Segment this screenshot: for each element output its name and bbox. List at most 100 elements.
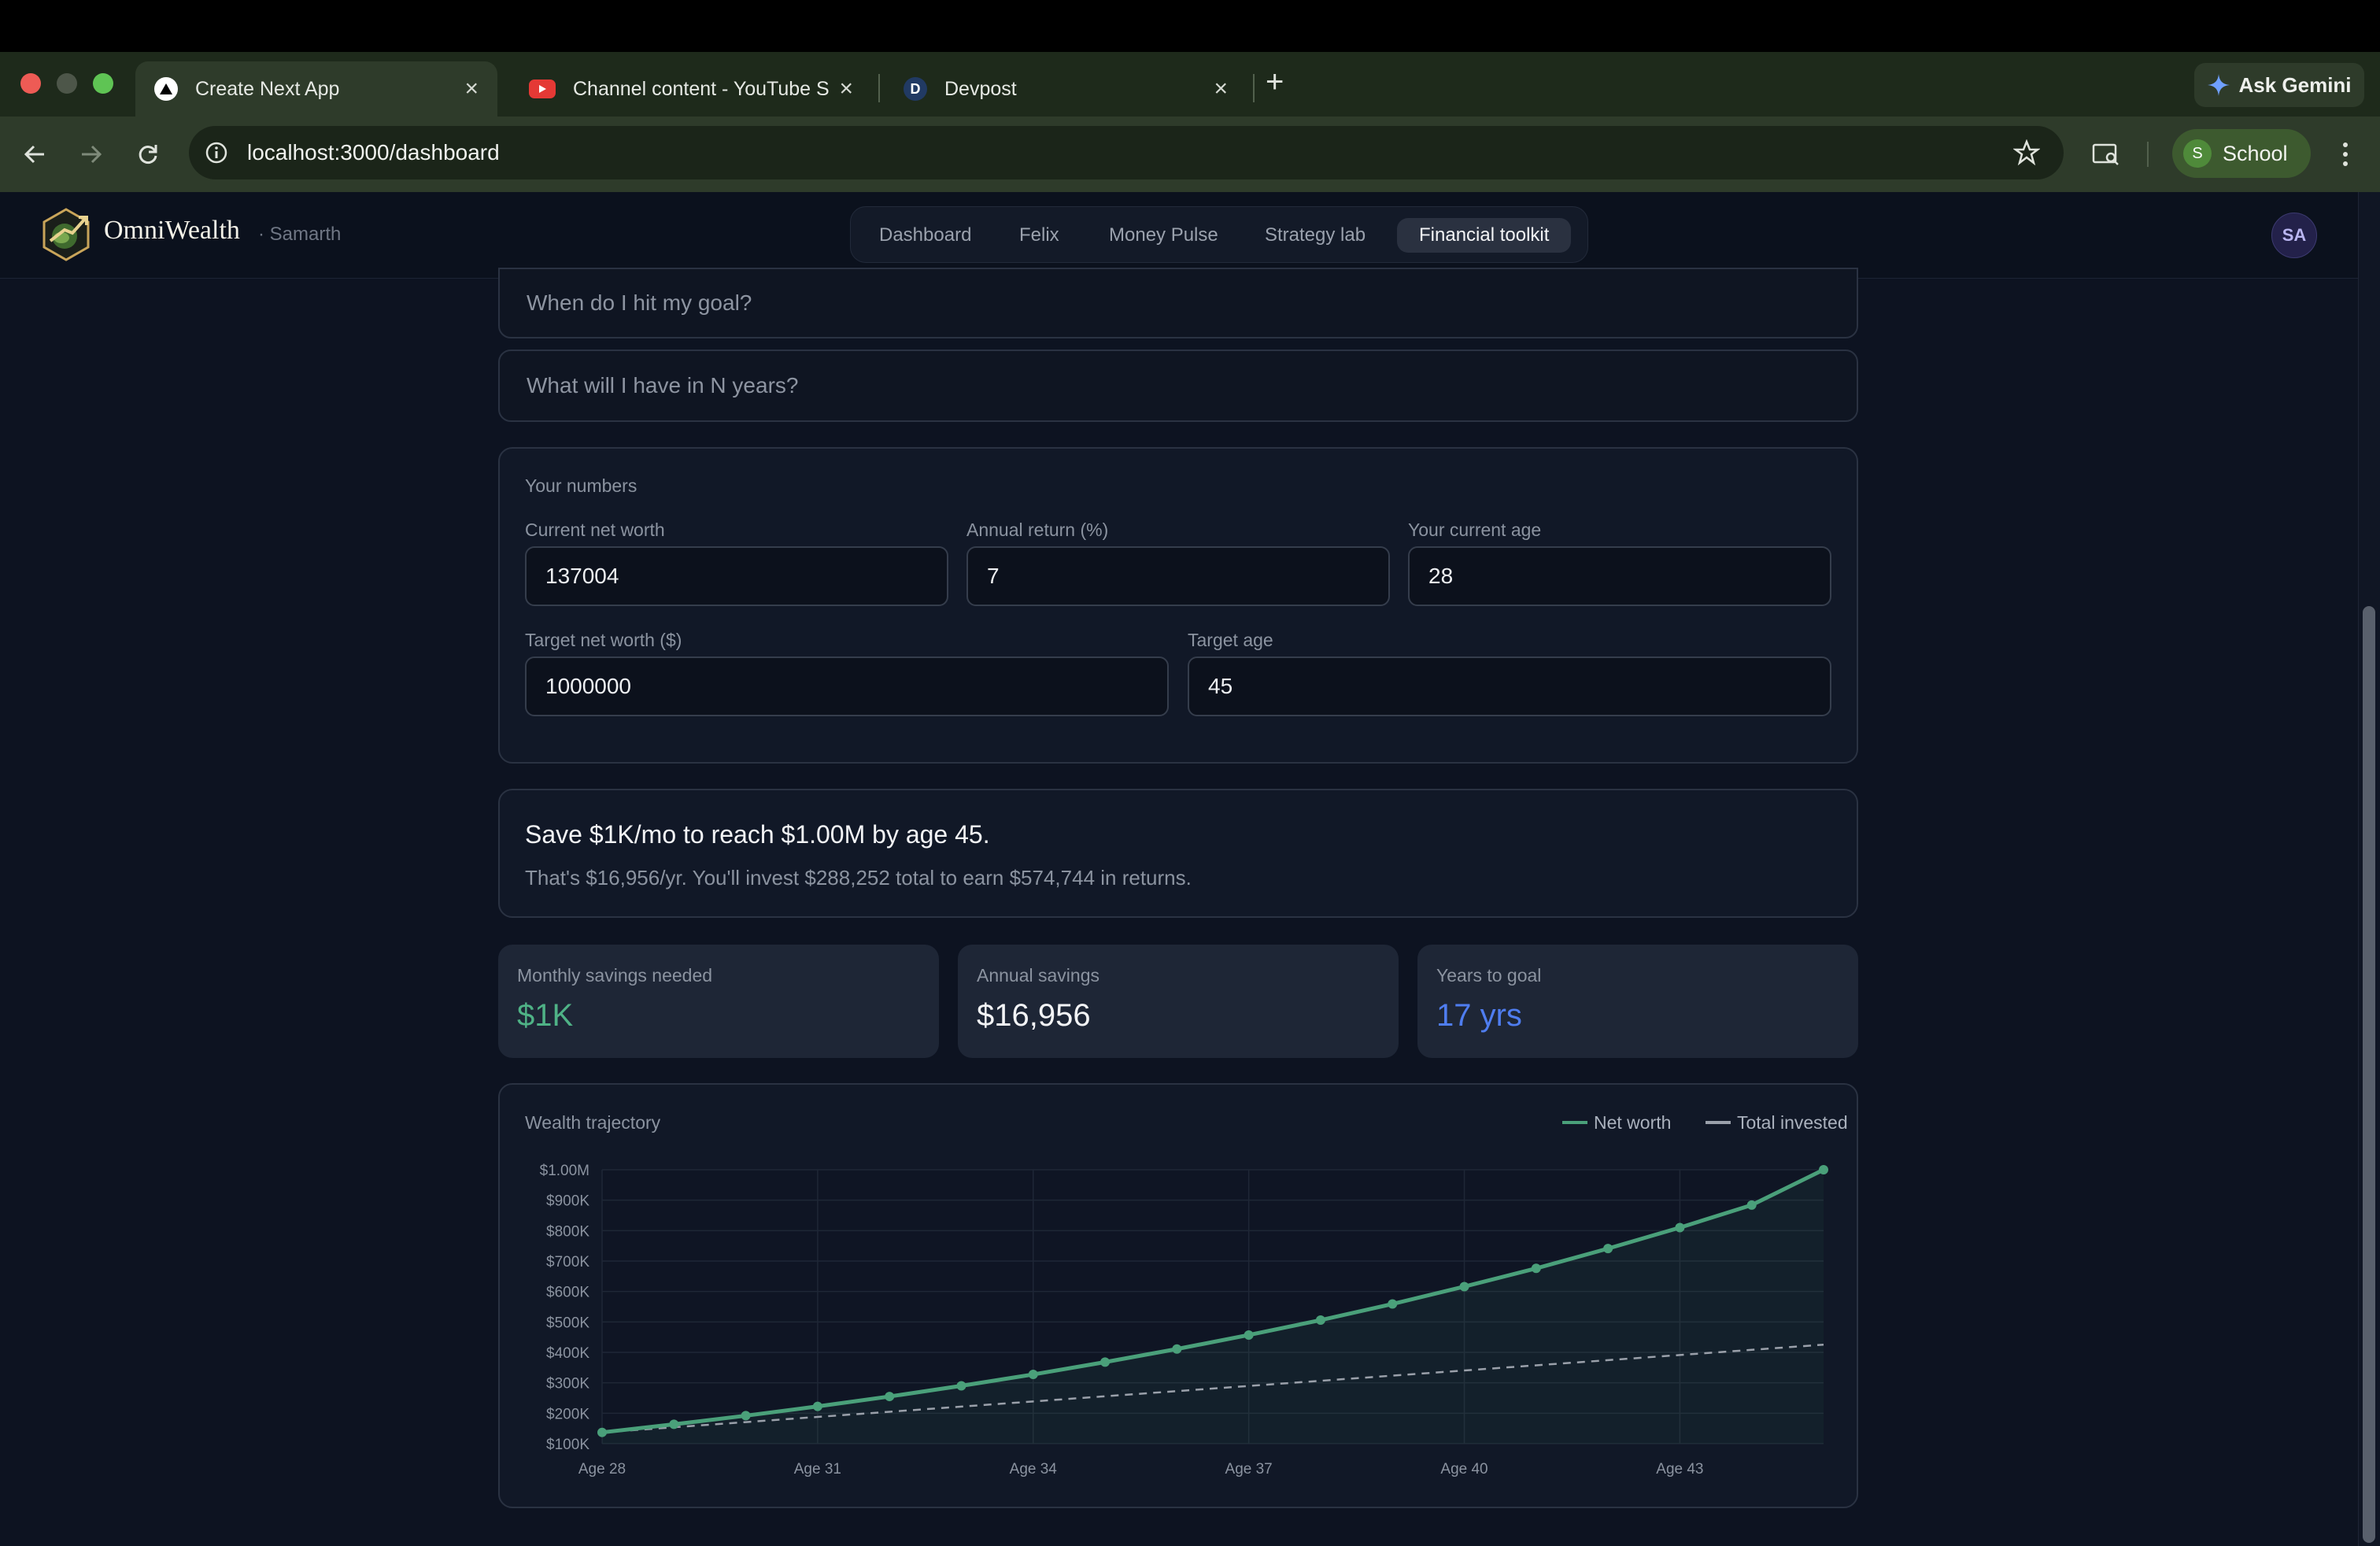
- data-point-net-worth: [1746, 1200, 1757, 1210]
- current-age-input[interactable]: 28: [1408, 546, 1831, 606]
- y-tick-label: $900K: [546, 1193, 589, 1210]
- y-tick-label: $200K: [546, 1406, 589, 1422]
- stat-value: $1K: [517, 998, 574, 1033]
- omniwealth-logo-icon[interactable]: [38, 206, 94, 263]
- zoom-window-button[interactable]: [93, 73, 113, 94]
- tab-search-icon: [2092, 143, 2119, 165]
- close-window-button[interactable]: [20, 73, 41, 94]
- devpost-favicon-icon: D: [904, 77, 927, 101]
- annual-return-input[interactable]: 7: [966, 546, 1390, 606]
- target-net-worth-input[interactable]: 1000000: [525, 656, 1169, 716]
- your-numbers-panel: Your numbers Current net worth 137004 An…: [498, 447, 1858, 764]
- data-point-net-worth: [1172, 1344, 1182, 1354]
- y-tick-label: $400K: [546, 1345, 589, 1362]
- summary-detail: That's $16,956/yr. You'll invest $288,25…: [525, 866, 1192, 890]
- tab-youtube-studio[interactable]: Channel content - YouTube St ×: [510, 61, 872, 117]
- profile-avatar: S: [2183, 139, 2212, 168]
- plot-area: [602, 1170, 1824, 1444]
- stat-value: $16,956: [977, 998, 1091, 1033]
- nav-money-pulse[interactable]: Money Pulse: [1109, 224, 1218, 246]
- legend-label-total-invested: Total invested: [1737, 1112, 1848, 1133]
- data-point-net-worth: [1675, 1222, 1685, 1233]
- youtube-favicon-icon: [529, 80, 556, 98]
- x-tick-label: Age 28: [578, 1461, 626, 1478]
- back-button[interactable]: [16, 135, 54, 173]
- current-net-worth-input[interactable]: 137004: [525, 546, 948, 606]
- arrow-right-icon: [82, 145, 102, 164]
- screen-top-bar: [0, 0, 2380, 52]
- summary-headline: Save $1K/mo to reach $1.00M by age 45.: [525, 820, 990, 849]
- app-header: OmniWealth · Samarth Dashboard Felix Mon…: [0, 192, 2358, 279]
- x-tick-label: Age 31: [794, 1461, 841, 1478]
- nav-felix[interactable]: Felix: [1019, 224, 1059, 246]
- legend-label-net-worth: Net worth: [1594, 1112, 1671, 1133]
- question-goal[interactable]: When do I hit my goal?: [498, 268, 1858, 338]
- y-tick-label: $800K: [546, 1223, 589, 1240]
- minimize-window-button[interactable]: [57, 73, 77, 94]
- ask-gemini-label: Ask Gemini: [2238, 72, 2352, 97]
- stat-label: Annual savings: [977, 965, 1099, 986]
- y-tick-label: $100K: [546, 1437, 589, 1453]
- main-nav: Dashboard Felix Money Pulse Strategy lab…: [850, 206, 1588, 263]
- forward-button[interactable]: [72, 135, 110, 173]
- new-tab-button[interactable]: +: [1266, 65, 1284, 99]
- annual-return-label: Annual return (%): [966, 520, 1109, 540]
- data-point-net-worth: [1100, 1357, 1111, 1367]
- profile-label: School: [2223, 141, 2288, 165]
- ask-gemini-button[interactable]: Ask Gemini: [2194, 63, 2364, 107]
- data-point-net-worth: [1531, 1263, 1541, 1274]
- page-viewport: OmniWealth · Samarth Dashboard Felix Mon…: [0, 192, 2358, 1546]
- close-tab-icon[interactable]: ×: [1214, 76, 1228, 102]
- data-point-net-worth: [1315, 1315, 1325, 1326]
- tab-search-button[interactable]: [2087, 135, 2125, 173]
- bookmark-star-icon[interactable]: [2013, 139, 2040, 166]
- current-age-label: Your current age: [1408, 520, 1542, 540]
- data-point-net-worth: [885, 1392, 895, 1402]
- nav-strategy-lab[interactable]: Strategy lab: [1265, 224, 1366, 246]
- y-tick-label: $500K: [546, 1315, 589, 1331]
- url-text: localhost:3000/dashboard: [247, 140, 500, 165]
- close-tab-icon[interactable]: ×: [839, 76, 853, 102]
- nav-financial-toolkit[interactable]: Financial toolkit: [1397, 218, 1572, 253]
- tab-title: Channel content - YouTube St: [573, 77, 830, 100]
- user-avatar[interactable]: SA: [2271, 213, 2317, 258]
- reload-button[interactable]: [129, 135, 167, 173]
- series-line-total-invested: [601, 1343, 1824, 1433]
- x-tick-label: Age 40: [1440, 1461, 1488, 1478]
- arrow-left-icon: [24, 145, 44, 164]
- tab-title: Devpost: [944, 77, 1017, 100]
- target-age-label: Target age: [1188, 630, 1273, 650]
- nav-dashboard[interactable]: Dashboard: [879, 224, 972, 246]
- data-point-net-worth: [669, 1419, 679, 1429]
- wealth-trajectory-panel: Wealth trajectory Net worth Total invested…: [498, 1083, 1858, 1508]
- user-name: · Samarth: [258, 224, 342, 245]
- current-net-worth-label: Current net worth: [525, 520, 665, 540]
- data-point-net-worth: [956, 1381, 966, 1391]
- target-age-input[interactable]: 45: [1188, 656, 1831, 716]
- stat-value: 17 yrs: [1436, 998, 1522, 1033]
- kebab-menu-icon: [2343, 142, 2348, 166]
- address-bar[interactable]: localhost:3000/dashboard: [189, 126, 2064, 179]
- browser-menu-button[interactable]: [2326, 135, 2364, 173]
- page-scrollbar-thumb[interactable]: [2363, 606, 2375, 1543]
- tab-separator: [1253, 74, 1255, 102]
- close-tab-icon[interactable]: ×: [464, 76, 479, 102]
- tab-devpost[interactable]: D Devpost ×: [885, 61, 1247, 117]
- tab-title: Create Next App: [195, 77, 340, 100]
- profile-button[interactable]: S School: [2172, 129, 2311, 178]
- site-info-icon: [205, 142, 227, 164]
- target-net-worth-label: Target net worth ($): [525, 630, 682, 650]
- gemini-sparkle-icon: [2208, 74, 2230, 96]
- tab-separator: [878, 74, 880, 102]
- question-n-years[interactable]: What will I have in N years?: [498, 350, 1858, 422]
- brand-name[interactable]: OmniWealth: [104, 216, 240, 245]
- stat-label: Years to goal: [1436, 965, 1542, 986]
- x-tick-label: Age 37: [1225, 1461, 1273, 1478]
- data-point-net-worth: [812, 1401, 822, 1411]
- tab-create-next-app[interactable]: Create Next App ×: [135, 61, 497, 117]
- data-point-net-worth: [1459, 1282, 1469, 1292]
- x-tick-label: Age 34: [1010, 1461, 1058, 1478]
- y-tick-label: $600K: [546, 1285, 589, 1301]
- chart-title: Wealth trajectory: [525, 1112, 661, 1133]
- wealth-trajectory-chart[interactable]: Wealth trajectory Net worth Total invested…: [500, 1085, 1857, 1507]
